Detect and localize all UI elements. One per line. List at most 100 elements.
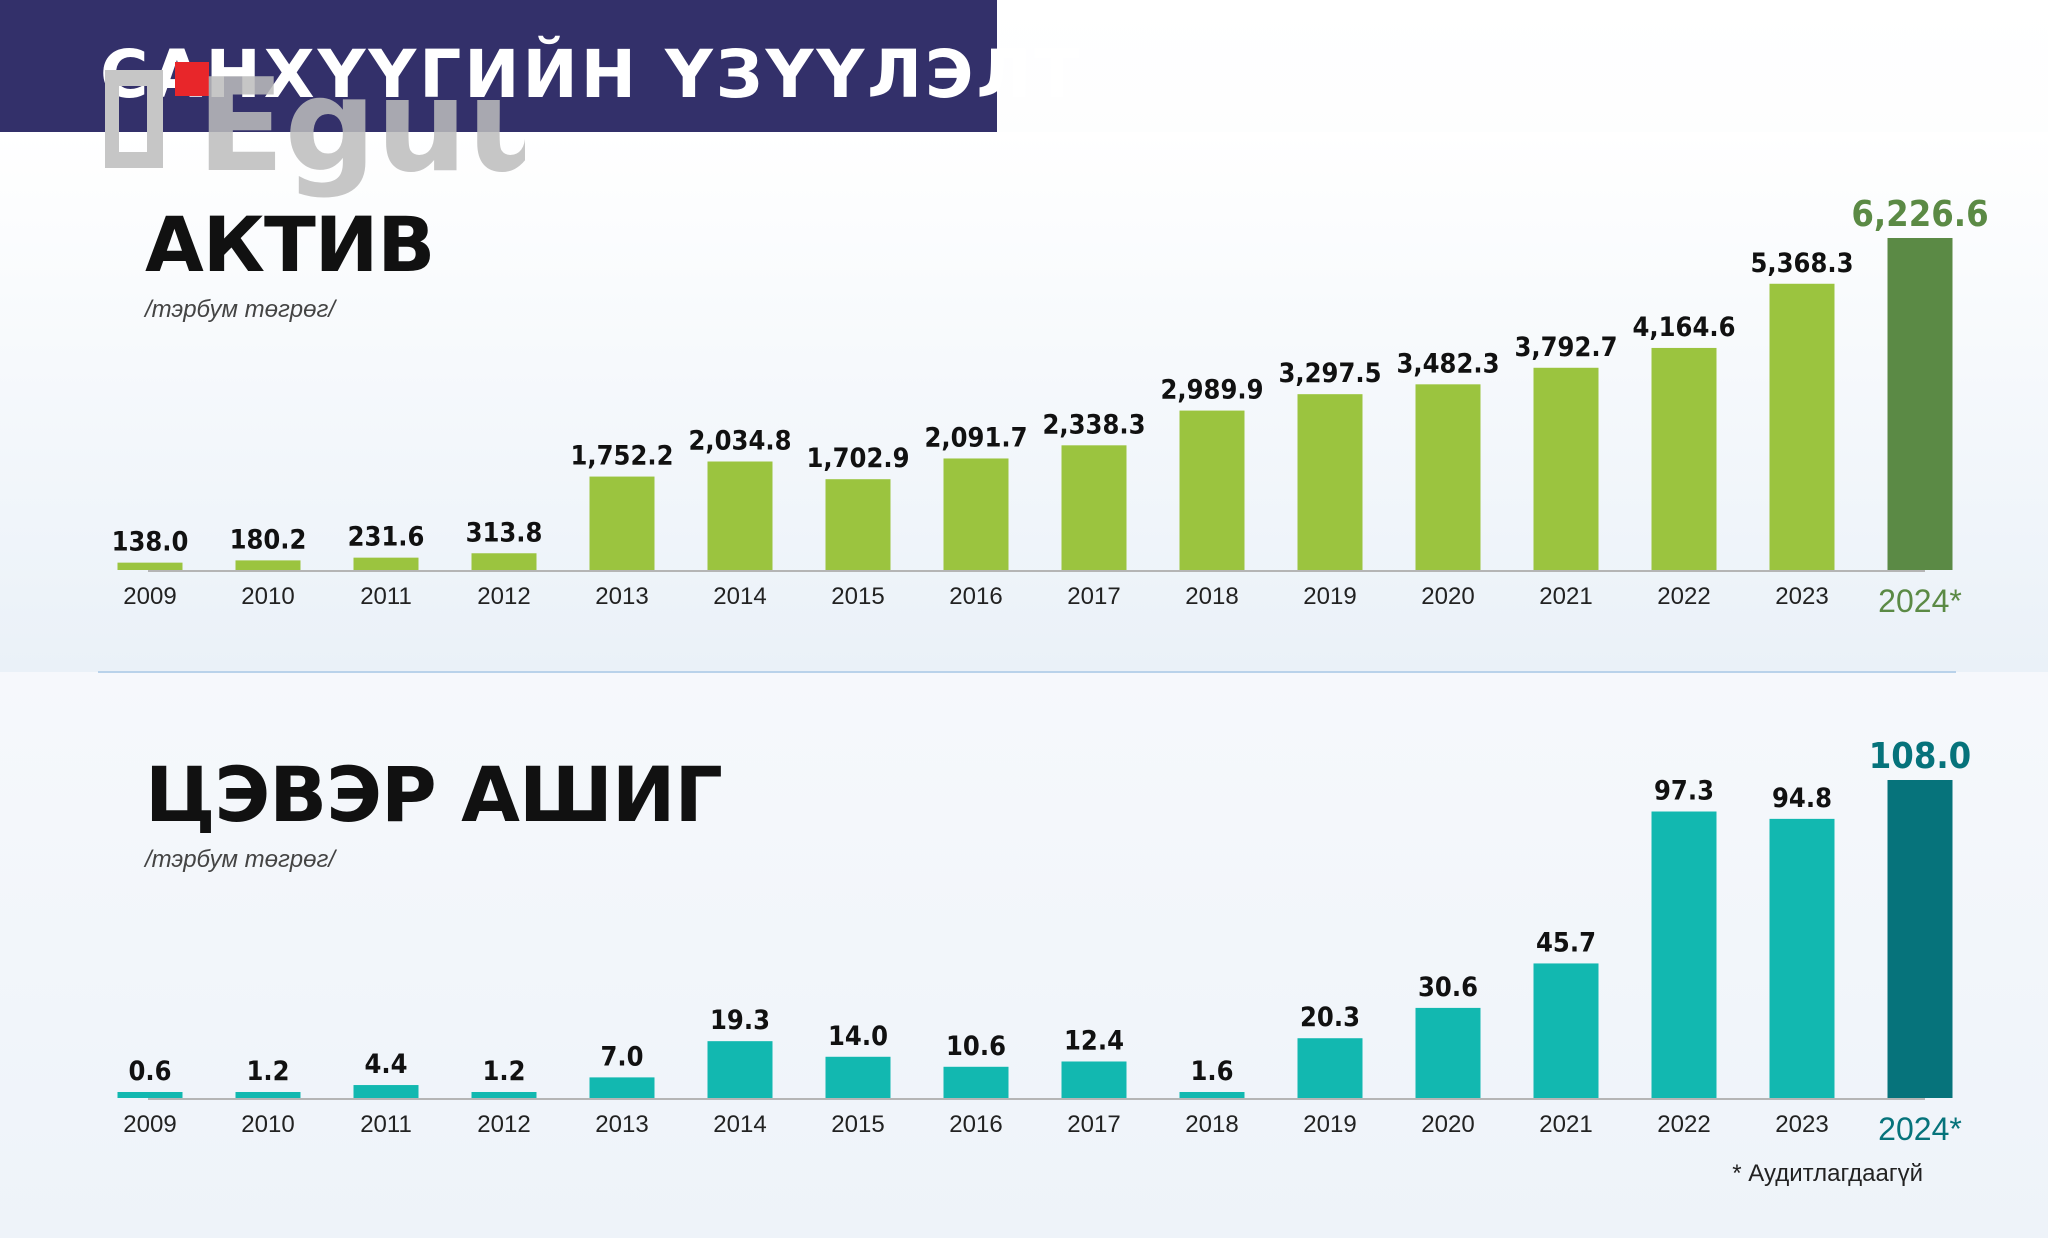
data-label-2011: 4.4	[364, 1049, 407, 1080]
data-label-2014: 2,034.8	[689, 426, 792, 457]
data-label-2012: 1.2	[482, 1056, 525, 1087]
data-label-2023: 5,368.3	[1751, 248, 1854, 279]
bar-2018	[1179, 1092, 1245, 1098]
data-label-2017: 12.4	[1064, 1025, 1124, 1056]
tick-label-2020: 2020	[1421, 583, 1474, 610]
bar-2009	[117, 1092, 183, 1098]
tick-label-2024*: 2024*	[1878, 583, 1962, 619]
profit-bar-chart: 0.6 2009 1.2 2010 4.4 2011 1.2 2012 7.0 2013 19.3 2…	[117, 736, 1971, 1147]
unaudited-footnote: * Аудитлагдаагүй	[1732, 1160, 1923, 1187]
data-label-2009: 0.6	[128, 1056, 171, 1087]
data-label-2019: 20.3	[1300, 1002, 1360, 1033]
data-label-2022: 4,164.6	[1633, 312, 1736, 343]
data-label-2024*: 108.0	[1869, 736, 1971, 777]
tick-label-2024*: 2024*	[1878, 1111, 1962, 1147]
data-label-2015: 14.0	[828, 1021, 888, 1052]
bar-2019	[1297, 1038, 1363, 1098]
tick-label-2018: 2018	[1185, 1111, 1238, 1138]
tick-label-2012: 2012	[477, 583, 530, 610]
tick-label-2011: 2011	[360, 583, 412, 610]
bar-2022	[1651, 347, 1717, 570]
data-label-2023: 94.8	[1772, 783, 1832, 814]
tick-label-2013: 2013	[595, 583, 648, 610]
section-divider	[98, 671, 1956, 673]
data-label-2024*: 6,226.6	[1851, 194, 1988, 235]
logo-frame-icon	[105, 70, 163, 168]
tick-label-2021: 2021	[1539, 1111, 1592, 1138]
tick-label-2023: 2023	[1775, 1111, 1828, 1138]
tick-label-2014: 2014	[713, 583, 766, 610]
bar-2021	[1533, 367, 1599, 570]
data-label-2017: 2,338.3	[1043, 409, 1146, 440]
bar-2023	[1769, 818, 1835, 1098]
profit-title: ЦЭВЭР АШИГ	[145, 750, 723, 839]
logo-text: Eguur	[197, 58, 525, 201]
data-label-2021: 45.7	[1536, 927, 1596, 958]
data-label-2012: 313.8	[466, 517, 543, 548]
tick-label-2013: 2013	[595, 1111, 648, 1138]
bar-2023	[1769, 283, 1835, 570]
bar-2019	[1297, 394, 1363, 570]
watermark-logo: Eguur	[105, 58, 525, 201]
bar-2016	[943, 458, 1009, 570]
tick-label-2017: 2017	[1067, 583, 1120, 610]
bar-2013	[589, 476, 655, 570]
bar-2014	[707, 1041, 773, 1098]
tick-label-2016: 2016	[949, 583, 1002, 610]
tick-label-2010: 2010	[241, 1111, 294, 1138]
bar-2024*	[1887, 238, 1953, 570]
bar-2015	[825, 479, 891, 570]
data-label-2019: 3,297.5	[1279, 358, 1382, 389]
bar-2011	[353, 557, 419, 570]
tick-label-2021: 2021	[1539, 583, 1592, 610]
bar-2014	[707, 461, 773, 570]
bar-2012	[471, 1092, 537, 1098]
data-label-2013: 1,752.2	[571, 441, 674, 472]
bar-2021	[1533, 963, 1599, 1098]
data-label-2015: 1,702.9	[807, 443, 910, 474]
bar-2020	[1415, 1007, 1481, 1098]
tick-label-2022: 2022	[1657, 583, 1710, 610]
data-label-2020: 3,482.3	[1397, 348, 1500, 379]
data-label-2018: 1.6	[1190, 1056, 1233, 1087]
tick-label-2015: 2015	[831, 1111, 884, 1138]
data-label-2022: 97.3	[1654, 776, 1714, 807]
bar-2012	[471, 553, 537, 570]
data-label-2016: 10.6	[946, 1031, 1006, 1062]
data-label-2010: 1.2	[246, 1056, 289, 1087]
tick-label-2014: 2014	[713, 1111, 766, 1138]
data-label-2021: 3,792.7	[1515, 332, 1618, 363]
logo-accent-icon	[175, 62, 209, 96]
bar-2010	[235, 560, 301, 570]
bar-2022	[1651, 811, 1717, 1098]
tick-label-2019: 2019	[1303, 583, 1356, 610]
tick-label-2022: 2022	[1657, 1111, 1710, 1138]
assets-unit-label: /тэрбум төгрөг/	[145, 296, 336, 323]
data-label-2011: 231.6	[348, 522, 425, 553]
bar-2017	[1061, 1061, 1127, 1098]
tick-label-2020: 2020	[1421, 1111, 1474, 1138]
tick-label-2023: 2023	[1775, 583, 1828, 610]
bar-2024*	[1887, 780, 1953, 1098]
tick-label-2009: 2009	[123, 1111, 176, 1138]
bar-2020	[1415, 384, 1481, 570]
tick-label-2015: 2015	[831, 583, 884, 610]
data-label-2018: 2,989.9	[1161, 375, 1264, 406]
data-label-2013: 7.0	[600, 1041, 643, 1072]
bar-2016	[943, 1066, 1009, 1098]
data-label-2014: 19.3	[710, 1005, 770, 1036]
bar-2010	[235, 1092, 301, 1098]
data-label-2016: 2,091.7	[925, 422, 1028, 453]
tick-label-2011: 2011	[360, 1111, 412, 1138]
data-label-2009: 138.0	[112, 527, 189, 558]
tick-label-2018: 2018	[1185, 583, 1238, 610]
tick-label-2012: 2012	[477, 1111, 530, 1138]
tick-label-2009: 2009	[123, 583, 176, 610]
bar-2015	[825, 1056, 891, 1098]
tick-label-2010: 2010	[241, 583, 294, 610]
tick-label-2019: 2019	[1303, 1111, 1356, 1138]
header-banner: САНХҮҮГИЙН ҮЗҮҮЛЭЛТ	[0, 0, 1079, 132]
data-label-2010: 180.2	[230, 524, 307, 555]
page-title: САНХҮҮГИЙН ҮЗҮҮЛЭЛТ	[100, 36, 1083, 113]
data-label-2020: 30.6	[1418, 972, 1478, 1003]
